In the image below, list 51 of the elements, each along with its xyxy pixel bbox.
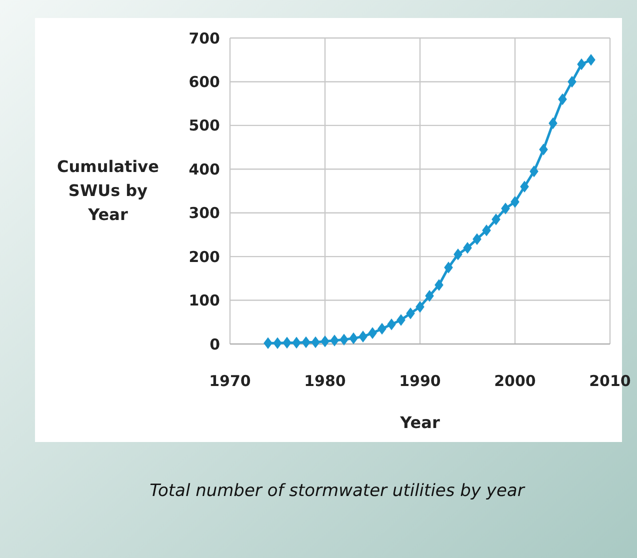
x-tick-label: 2010 (589, 372, 631, 390)
point (444, 262, 453, 274)
x-tick-label: 1980 (304, 372, 346, 390)
point (340, 334, 348, 346)
point (530, 165, 538, 178)
point (292, 336, 301, 349)
y-tick-label: 600 (188, 72, 220, 91)
x-tick-label: 1990 (399, 372, 441, 390)
y-tick-label: 700 (188, 29, 220, 48)
y-tick-label: 200 (188, 248, 220, 266)
y-axis-title: Cumulative SWUs by Year (57, 157, 160, 224)
point (463, 242, 472, 254)
point (396, 314, 406, 326)
point (387, 318, 396, 330)
x-tick-label: 2000 (494, 372, 536, 390)
point (510, 196, 520, 208)
point (472, 233, 482, 245)
x-axis-title: Year (399, 413, 440, 432)
point (492, 214, 500, 226)
point (539, 144, 548, 156)
point (425, 290, 434, 302)
point (302, 336, 310, 348)
point (586, 54, 596, 66)
point (282, 336, 292, 349)
y-tick-label: 0 (210, 335, 220, 354)
point (454, 248, 462, 260)
y-tick-label: 400 (188, 160, 220, 178)
x-tick-label: 1970 (209, 372, 251, 390)
point (568, 76, 576, 88)
point (520, 180, 529, 193)
y-tick-label: 300 (188, 204, 220, 222)
point (577, 58, 586, 70)
point (273, 337, 282, 350)
point (501, 202, 510, 214)
point (378, 322, 386, 335)
y-tick-label: 100 (188, 292, 220, 310)
point (264, 337, 272, 350)
point (311, 336, 320, 348)
point (548, 117, 558, 130)
point (482, 224, 491, 236)
point (349, 332, 358, 344)
point (434, 279, 444, 291)
point (558, 93, 567, 106)
text: Total number of stormwater utilities by year (150, 481, 526, 501)
point (358, 330, 368, 342)
point (368, 327, 377, 339)
point (320, 335, 330, 348)
point (406, 308, 415, 320)
point (330, 334, 339, 346)
point (416, 300, 424, 313)
y-tick-label: 500 (188, 116, 220, 135)
